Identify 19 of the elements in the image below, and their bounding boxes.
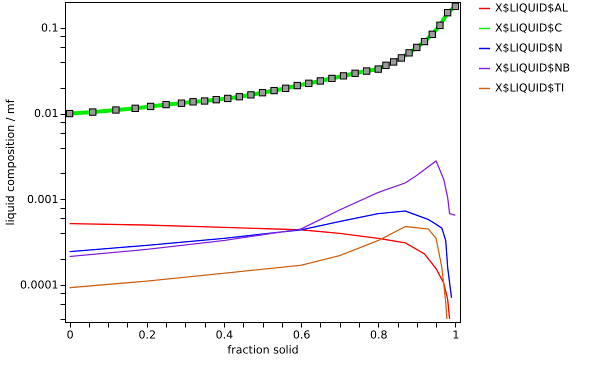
y-tick-label: 0.01 <box>34 107 58 120</box>
y-axis-title: liquid composition / mf <box>4 98 18 226</box>
x-tick-label: 0.6 <box>292 328 310 342</box>
legend-label: X$LIQUID$TI <box>495 82 564 94</box>
line-series <box>68 210 452 298</box>
y-tick-label: 0.001 <box>27 192 58 206</box>
y-tick-label: 0.0001 <box>20 278 58 292</box>
y-tick-label: 0.1 <box>41 21 58 34</box>
x-tick-label: 1 <box>452 328 460 342</box>
legend-label: X$LIQUID$AL <box>495 2 569 14</box>
x-axis-title: fraction solid <box>227 344 299 356</box>
line-series <box>68 160 456 258</box>
x-tick-label: 0.8 <box>370 328 388 342</box>
legend-label: X$LIQUID$N <box>495 42 563 54</box>
x-tick-label: 0 <box>66 328 74 342</box>
legend-label: X$LIQUID$NB <box>495 62 570 74</box>
legend-label: X$LIQUID$C <box>495 22 562 34</box>
x-tick-label: 0.4 <box>216 328 234 342</box>
x-tick-label: 0.2 <box>138 328 156 342</box>
